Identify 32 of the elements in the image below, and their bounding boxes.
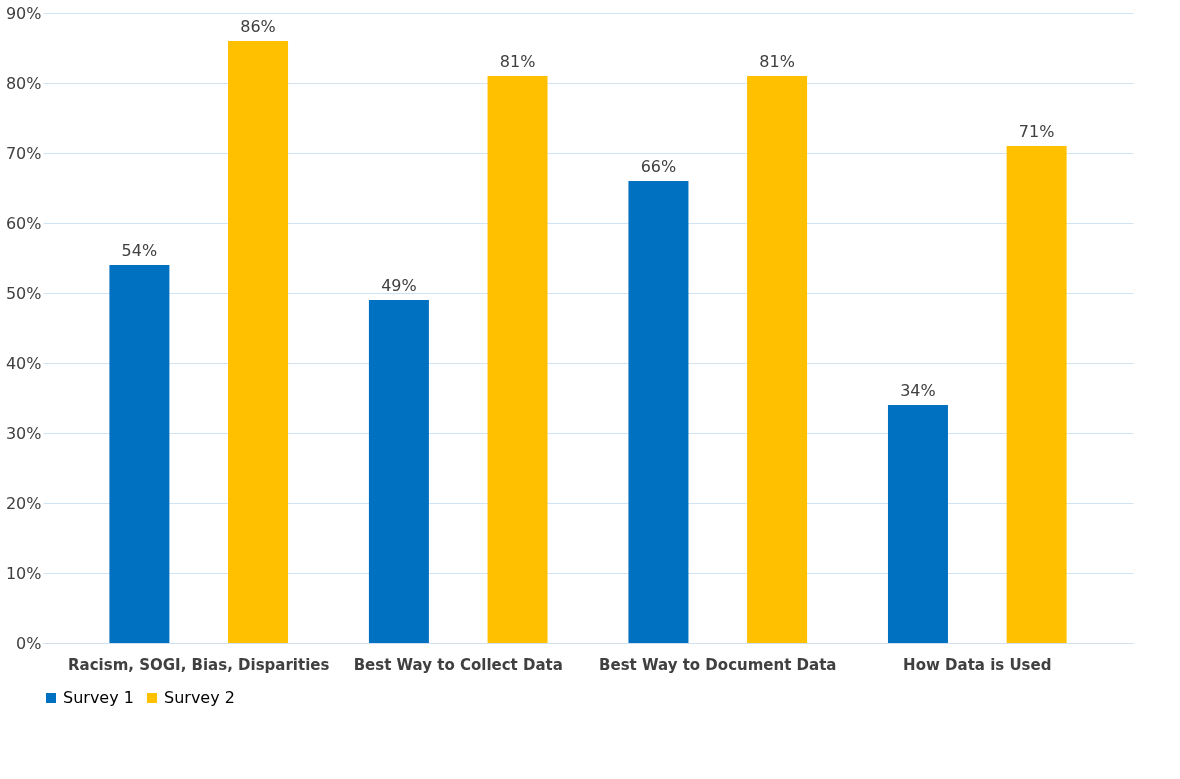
y-tick-label: 10% (5, 563, 42, 583)
y-tick-label: 50% (5, 283, 42, 303)
y-tick-label: 70% (5, 143, 42, 163)
data-label: 66% (640, 157, 677, 176)
data-label: 81% (759, 52, 795, 71)
x-tick-label: Best Way to Document Data (599, 655, 837, 674)
bar (109, 265, 170, 643)
y-tick-label: 60% (5, 213, 42, 233)
y-tick-label: 90% (5, 3, 42, 23)
data-label: 34% (900, 381, 936, 400)
bar (228, 41, 289, 643)
data-label: 81% (499, 52, 536, 71)
y-tick-label: 40% (5, 353, 42, 373)
bar (747, 76, 808, 643)
y-tick-label: 20% (5, 493, 42, 513)
bar (1006, 146, 1067, 643)
legend-label: Survey 2 (164, 688, 235, 707)
y-tick-label: 30% (5, 423, 42, 443)
bar (887, 405, 948, 643)
bar (487, 76, 548, 643)
data-label: 86% (240, 17, 276, 36)
data-label: 71% (1018, 122, 1055, 141)
legend-label: Survey 1 (63, 688, 134, 707)
x-tick-label: Racism, SOGI, Bias, Disparities (68, 655, 330, 674)
x-tick-label: How Data is Used (903, 655, 1052, 674)
data-label: 54% (121, 241, 158, 260)
y-tick-label: 80% (5, 73, 42, 93)
y-tick-label: 0% (16, 633, 42, 653)
bar (368, 300, 429, 643)
bar (628, 181, 689, 643)
data-label: 49% (381, 276, 417, 295)
x-tick-label: Best Way to Collect Data (353, 655, 563, 674)
